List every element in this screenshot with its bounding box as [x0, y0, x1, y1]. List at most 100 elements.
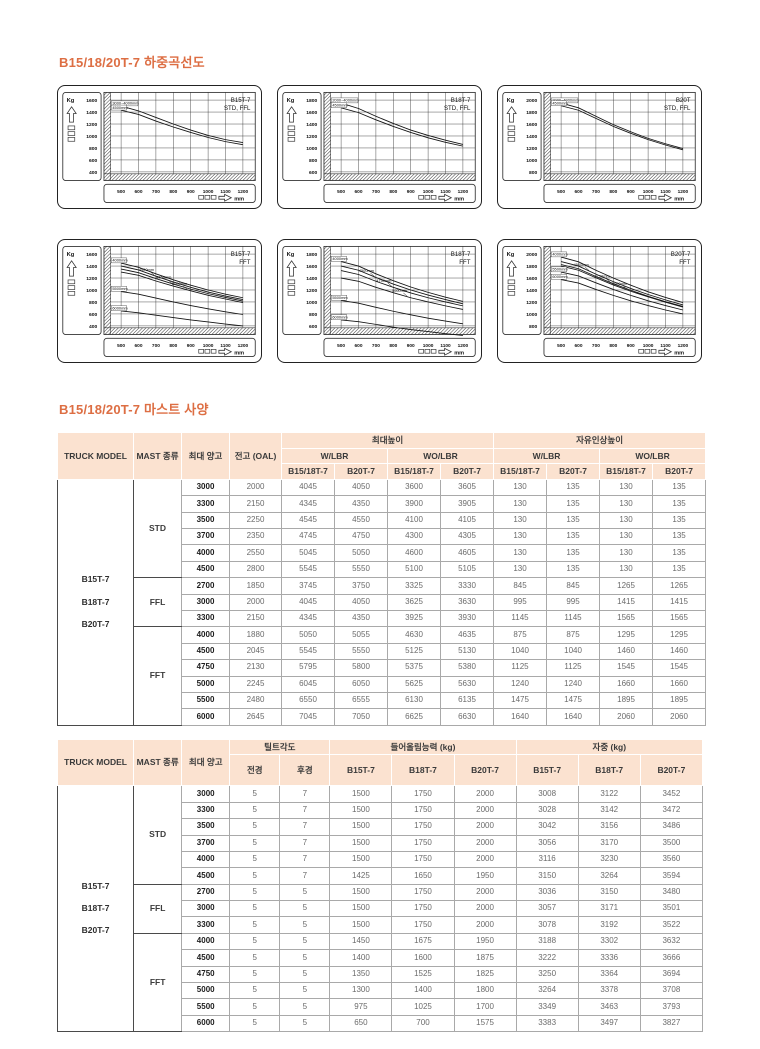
grid-lines	[550, 246, 696, 328]
x-tick-label: 700	[152, 343, 160, 349]
y-tick-label: 1800	[306, 252, 317, 258]
y-tick-label: 1600	[86, 98, 97, 104]
chart-svg: Kg 1600 1400 1200 1000 800 600 400 4000mm 4500mm4…	[62, 245, 256, 357]
value-cell: 4045	[281, 478, 335, 497]
y-tick-label: 600	[309, 170, 318, 176]
series-label: 4750mm	[156, 275, 171, 280]
series-label: 2000~4000mm	[552, 98, 578, 103]
value-cell: 1240	[546, 675, 601, 693]
value-cell: 3188	[515, 932, 579, 951]
load-center-icon	[418, 195, 424, 200]
series-label: 2000~4000mm	[332, 98, 358, 103]
value-cell: 5800	[334, 659, 388, 677]
chart-subtitle: FFT	[239, 259, 250, 266]
value-cell: 135	[652, 495, 707, 513]
value-cell: 1950	[453, 867, 517, 885]
load-center-icon	[650, 349, 657, 354]
table-row: 3300 5 5 1500 1750 2000 3078 3192 3522	[58, 916, 704, 934]
value-cell: 5	[279, 916, 331, 934]
curve-4000mm	[560, 256, 684, 303]
value-cell: 5545	[281, 642, 335, 661]
value-cell: 5045	[281, 544, 335, 562]
load-curves-grid: Kg 1600 1400 1200 1000 800 600 400 3000~4000mm 45…	[57, 85, 703, 363]
y-tick-label: 1000	[526, 158, 537, 164]
max-lift-cell: 4500	[181, 949, 231, 967]
truck-model-label: B15T-7	[81, 574, 110, 585]
y-tick-label: 1200	[86, 122, 97, 128]
y-tick-label: 1600	[306, 110, 317, 116]
value-cell: 875	[546, 626, 601, 644]
table-row: FFL 2700 1850 3745 3750 3325 3330 845 845 1265 126…	[58, 577, 707, 628]
y-tick-label: 800	[309, 158, 318, 164]
max-lift-cell: 4000	[181, 932, 231, 951]
x-tick-label: 500	[557, 343, 565, 349]
value-cell: 2000	[453, 916, 517, 934]
value-cell: 1750	[391, 785, 455, 803]
value-cell: 5380	[439, 659, 495, 677]
header-model-b15-18: B15/18T-7	[281, 463, 335, 480]
value-cell: 1500	[329, 801, 393, 820]
value-cell: 5	[229, 883, 281, 902]
max-lift-cell: 4750	[181, 965, 231, 984]
header-tilt-backward: 후경	[279, 754, 331, 787]
value-cell: 1415	[599, 593, 654, 612]
y-axis-kg-label: Kg	[287, 252, 295, 258]
value-cell: 5	[279, 1014, 331, 1033]
value-cell: 2000	[453, 883, 517, 902]
value-cell: 2130	[229, 659, 282, 677]
value-cell: 5100	[387, 560, 441, 579]
table-row: 3300 5 7 1500 1750 2000 3028 3142 3472	[58, 801, 704, 820]
table-row: 4500 2045 5545 5550 5125 5130 1040 1040 1460 1460	[58, 642, 707, 661]
up-arrow-icon	[286, 260, 297, 277]
load-curve-chart: Kg 1600 1400 1200 1000 800 600 400 4000mm 4500mm 4…	[57, 239, 262, 363]
load-center-icon	[210, 349, 217, 354]
curve-4500mm	[341, 265, 464, 305]
value-cell: 1145	[546, 609, 601, 628]
value-cell: 4050	[334, 478, 388, 497]
load-stack-icon	[67, 125, 76, 131]
value-cell: 3630	[439, 593, 495, 612]
value-cell: 3036	[515, 883, 579, 902]
max-lift-cell: 3000	[181, 900, 231, 918]
value-cell: 2550	[229, 544, 282, 562]
y-tick-label: 1200	[526, 146, 537, 152]
load-stack-icon	[67, 137, 76, 142]
value-cell: 1800	[453, 982, 517, 1000]
value-cell: 1265	[599, 577, 654, 595]
y-tick-label: 1200	[86, 276, 97, 282]
value-cell: 5050	[334, 544, 388, 562]
y-tick-label: 600	[89, 312, 98, 318]
right-arrow-icon	[438, 347, 453, 356]
x-tick-label: 700	[152, 189, 160, 195]
chart-svg: Kg 1800 1600 1400 1200 1000 800 600 2000~4000mm4…	[282, 91, 476, 203]
up-arrow-icon	[286, 106, 297, 123]
value-cell: 2150	[229, 609, 282, 628]
value-cell: 975	[329, 998, 393, 1016]
value-cell: 1895	[652, 691, 707, 710]
value-cell: 3486	[639, 818, 704, 836]
value-cell: 5	[229, 949, 281, 967]
value-cell: 3500	[639, 834, 704, 852]
header-w-lbr: W/LBR	[281, 447, 388, 465]
max-lift-cell: 4500	[181, 560, 230, 579]
x-axis-mm-label: mm	[674, 351, 684, 357]
value-cell: 4300	[387, 528, 441, 546]
load-stack-icon	[287, 131, 296, 136]
value-cell: 5	[229, 900, 281, 918]
load-stack-icon	[287, 279, 296, 285]
value-cell: 5795	[281, 659, 335, 677]
x-tick-label: 1200	[238, 189, 249, 195]
value-cell: 1750	[391, 801, 455, 820]
table-row: 6000 5 5 650 700 1575 3383 3497 3827	[58, 1014, 704, 1033]
y-tick-label: 1400	[306, 276, 317, 282]
curve-5000mm	[121, 271, 243, 303]
value-cell: 3594	[639, 867, 704, 885]
x-tick-label: 1200	[458, 343, 469, 349]
y-tick-label: 800	[89, 146, 98, 152]
value-cell: 130	[493, 528, 548, 546]
value-cell: 130	[599, 495, 654, 513]
y-tick-label: 1800	[306, 98, 317, 104]
series-label: 4000mm	[112, 258, 127, 263]
header-mast-type: MAST 종류	[133, 738, 183, 787]
max-lift-cell: 3700	[181, 528, 230, 546]
